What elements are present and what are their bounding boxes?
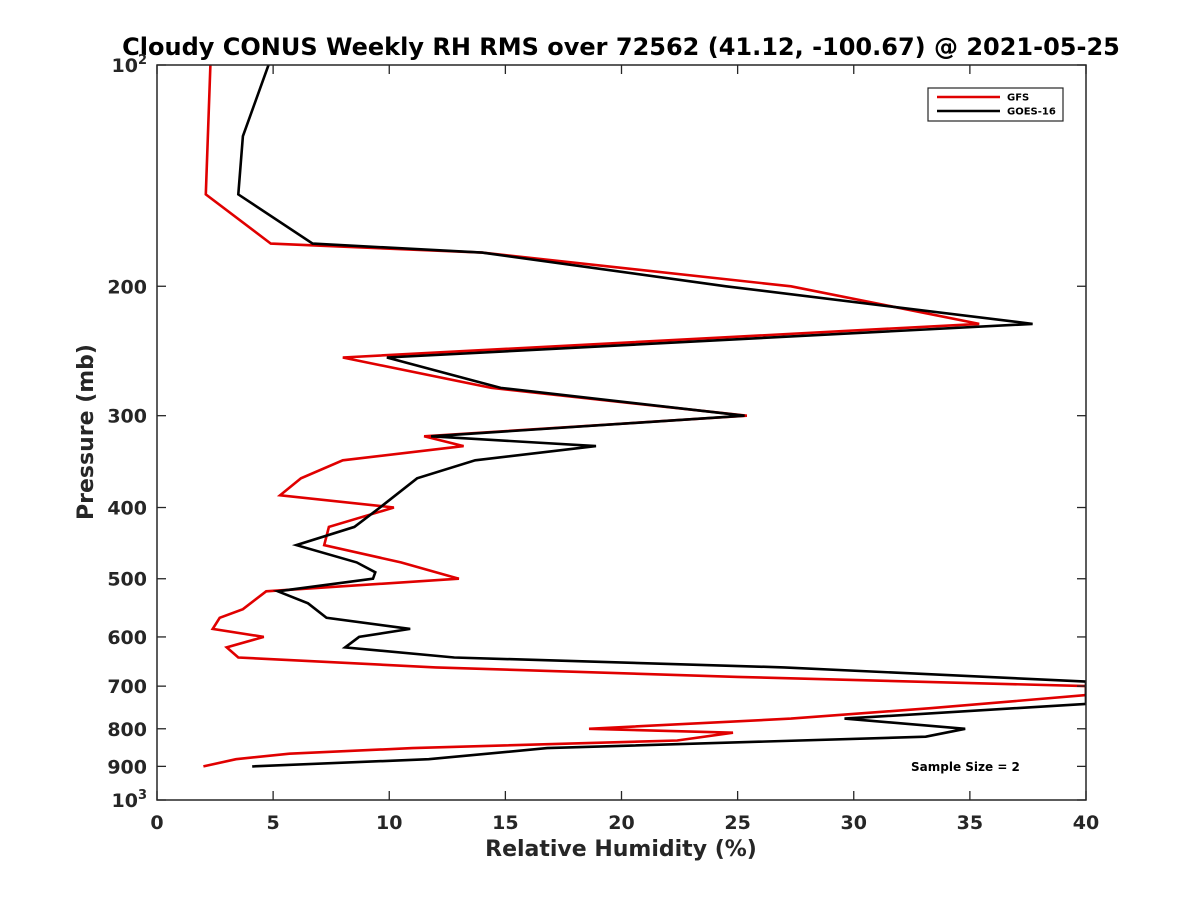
y-tick-label: 200: [107, 276, 147, 298]
x-ticks: 0 5 10 15 20 25 30 35 40: [150, 65, 1099, 834]
x-tick-label: 40: [1073, 812, 1099, 834]
sample-size-note: Sample Size = 2: [911, 760, 1020, 774]
y-tick-label: 600: [107, 627, 147, 649]
y-tick-label: 103: [112, 788, 148, 812]
x-axis-label: Relative Humidity (%): [485, 837, 757, 862]
y-tick-label: 500: [107, 569, 147, 591]
series-layer: [203, 65, 1086, 768]
x-tick-label: 25: [724, 812, 750, 834]
x-tick-label: 10: [376, 812, 402, 834]
x-tick-label: 0: [150, 812, 163, 834]
series-line-gfs: [203, 65, 1086, 768]
legend-label-gfs: GFS: [1007, 93, 1029, 104]
legend: GFS GOES-16: [927, 87, 1064, 122]
x-tick-label: 35: [957, 812, 983, 834]
x-tick-label: 20: [608, 812, 634, 834]
y-ticks: 102 200 300 400 500 600 700 800 900 103: [107, 53, 1086, 812]
y-tick-label: 400: [107, 498, 147, 520]
x-tick-label: 30: [841, 812, 867, 834]
chart-title: Cloudy CONUS Weekly RH RMS over 72562 (4…: [122, 33, 1120, 61]
series-line-goes16: [236, 65, 1086, 768]
x-tick-label: 15: [492, 812, 518, 834]
legend-label-goes16: GOES-16: [1007, 107, 1056, 118]
x-tick-label: 5: [267, 812, 280, 834]
axes-box: [156, 64, 1087, 801]
plot-area: 0 5 10 15 20 25 30 35 40 102 200 300 400 500 600 700 80…: [107, 53, 1099, 834]
legend-box: [927, 87, 1064, 122]
y-tick-label: 800: [107, 719, 147, 741]
y-tick-label: 300: [107, 406, 147, 428]
y-tick-label: 900: [107, 756, 147, 778]
y-tick-label: 700: [107, 676, 147, 698]
y-axis-label: Pressure (mb): [74, 344, 99, 520]
y-tick-label: 102: [112, 53, 148, 77]
